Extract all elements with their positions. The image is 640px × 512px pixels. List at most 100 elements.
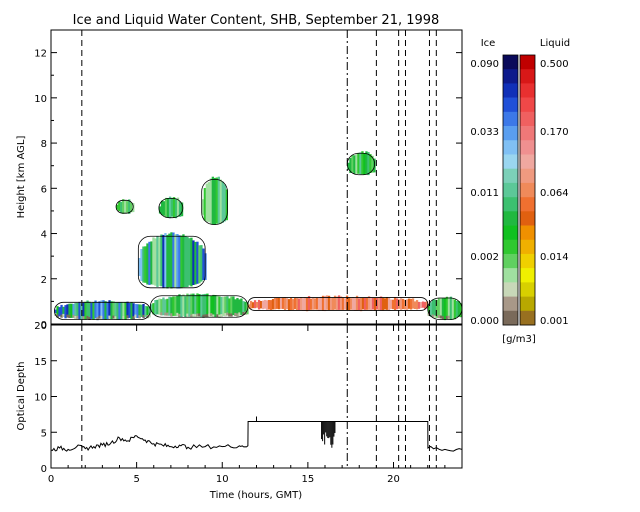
colorbar-swatch xyxy=(503,55,518,70)
colorbar-ice-label: Ice xyxy=(481,38,496,49)
colorbar-ice-tick-label: 0.002 xyxy=(470,252,499,263)
optical-depth-y-axis: 0 5 10 15 20 xyxy=(34,321,462,475)
cloud xyxy=(54,300,151,321)
colorbar-swatch xyxy=(503,268,518,283)
cloud xyxy=(115,199,135,214)
height-y-axis: 0 2 4 6 8 10 12 xyxy=(34,49,462,331)
colorbar-swatch xyxy=(503,310,518,326)
optical-depth-tick-label: 0 xyxy=(41,464,47,475)
bottom-vertical-lines xyxy=(81,325,437,468)
height-panel: 0 2 4 6 8 10 12 Height [km AGL] xyxy=(16,29,463,331)
colorbar-swatch xyxy=(520,310,535,326)
height-tick-label: 12 xyxy=(34,49,47,60)
colorbar-liquid-tick-label: 0.001 xyxy=(540,316,569,327)
colorbar-swatch xyxy=(503,253,518,269)
height-tick-label: 8 xyxy=(41,139,47,150)
optical-depth-spikes xyxy=(256,416,336,448)
optical-depth-axis-label: Optical Depth xyxy=(16,362,27,431)
colorbar-swatch xyxy=(503,97,518,113)
colorbar-ice-tick-label: 0.033 xyxy=(470,127,499,138)
height-tick-label: 2 xyxy=(41,275,47,286)
colorbar-swatch xyxy=(520,253,535,269)
time-tick-label: 10 xyxy=(216,474,229,485)
cloud xyxy=(158,196,184,219)
optical-depth-line xyxy=(51,421,462,452)
cloud-field xyxy=(54,151,462,321)
colorbar-swatch xyxy=(520,83,535,98)
colorbar-swatch xyxy=(520,168,535,184)
colorbar-liquid-label: Liquid xyxy=(540,38,570,49)
height-tick-label: 10 xyxy=(34,94,47,105)
colorbar-swatch xyxy=(520,197,535,212)
colorbar-swatch xyxy=(520,126,535,141)
colorbar-unit-label: [g/m3] xyxy=(502,334,536,345)
optical-depth-tick-label: 5 xyxy=(41,428,47,439)
colorbar-liquid-tick-label: 0.014 xyxy=(540,252,569,263)
colorbar-ice-tick-label: 0.090 xyxy=(470,59,499,70)
colorbar: Ice Liquid 0.090 0.033 0.011 0.002 0.000 0.5… xyxy=(470,38,570,345)
time-tick-label: 20 xyxy=(387,474,400,485)
cloud xyxy=(201,176,228,225)
optical-depth-tick-label: 15 xyxy=(34,357,47,368)
optical-depth-tick-label: 20 xyxy=(34,321,47,332)
colorbar-swatch xyxy=(520,296,535,312)
cloud xyxy=(137,232,207,289)
colorbar-liquid-frame xyxy=(519,54,536,326)
colorbar-swatch xyxy=(503,83,518,98)
height-tick-label: 0 xyxy=(41,320,47,331)
time-tick-label: 0 xyxy=(48,474,54,485)
chart-title: Ice and Liquid Water Content, SHB, Septe… xyxy=(73,13,440,28)
colorbar-swatch xyxy=(503,282,518,297)
colorbar-liquid-ticks: 0.500 0.170 0.064 0.014 0.001 xyxy=(540,59,569,327)
optical-depth-panel: 0 5 10 15 20 0 5 10 15 20 Optical Depth Time (ho… xyxy=(16,321,463,501)
colorbar-swatch xyxy=(503,140,518,155)
cloud xyxy=(346,151,376,176)
colorbar-swatch xyxy=(520,282,535,297)
colorbar-ice-tick-label: 0.000 xyxy=(470,316,499,327)
time-tick-label: 5 xyxy=(133,474,139,485)
colorbar-swatch xyxy=(520,69,535,84)
colorbar-swatch xyxy=(503,111,518,127)
cloud xyxy=(427,296,462,321)
time-x-axis: 0 5 10 15 20 xyxy=(48,325,446,485)
colorbar-ice-scale xyxy=(503,55,518,326)
colorbar-swatch xyxy=(503,69,518,84)
colorbar-swatch xyxy=(503,296,518,312)
colorbar-liquid-tick-label: 0.500 xyxy=(540,59,569,70)
colorbar-swatch xyxy=(503,126,518,141)
colorbar-swatch xyxy=(520,154,535,169)
colorbar-liquid-tick-label: 0.064 xyxy=(540,188,569,199)
colorbar-swatch xyxy=(503,197,518,212)
height-tick-label: 4 xyxy=(41,230,47,241)
colorbar-swatch xyxy=(520,182,535,198)
height-tick-label: 6 xyxy=(41,184,47,195)
colorbar-ice-tick-label: 0.011 xyxy=(470,188,499,199)
colorbar-ice-frame xyxy=(502,54,519,326)
colorbar-swatch xyxy=(520,239,535,255)
time-tick-label: 15 xyxy=(302,474,315,485)
colorbar-swatch xyxy=(520,225,535,241)
colorbar-swatch xyxy=(520,211,535,226)
height-panel-frame xyxy=(50,29,463,325)
colorbar-liquid-tick-label: 0.170 xyxy=(540,127,569,138)
colorbar-swatch xyxy=(503,239,518,255)
colorbar-ice-ticks: 0.090 0.033 0.011 0.002 0.000 xyxy=(470,59,499,327)
height-axis-label: Height [km AGL] xyxy=(16,136,27,219)
colorbar-swatch xyxy=(503,211,518,226)
colorbar-swatch xyxy=(520,97,535,113)
colorbar-swatch xyxy=(503,182,518,198)
colorbar-swatch xyxy=(520,111,535,127)
colorbar-swatch xyxy=(520,268,535,283)
colorbar-swatch xyxy=(520,55,535,70)
colorbar-liquid-scale xyxy=(520,55,535,326)
optical-depth-tick-label: 10 xyxy=(34,393,47,404)
colorbar-swatch xyxy=(503,225,518,241)
colorbar-swatch xyxy=(503,154,518,169)
cloud xyxy=(247,295,429,312)
optical-depth-panel-frame xyxy=(50,324,463,469)
top-vertical-lines xyxy=(81,30,437,324)
time-axis-label: Time (hours, GMT) xyxy=(209,490,303,501)
colorbar-swatch xyxy=(520,140,535,155)
cloud xyxy=(149,293,249,318)
